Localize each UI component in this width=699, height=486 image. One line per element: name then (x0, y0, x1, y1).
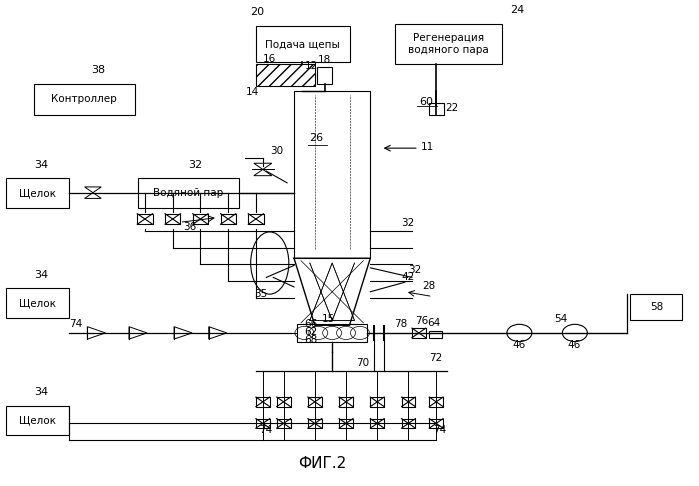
Polygon shape (209, 327, 226, 339)
Text: 46: 46 (512, 340, 526, 350)
Text: 12: 12 (305, 61, 317, 71)
FancyBboxPatch shape (317, 67, 332, 84)
FancyBboxPatch shape (6, 288, 69, 318)
FancyBboxPatch shape (6, 178, 69, 208)
Text: 68: 68 (305, 335, 317, 346)
Text: Щелок: Щелок (19, 416, 56, 426)
Text: 58: 58 (650, 302, 663, 312)
FancyBboxPatch shape (428, 103, 444, 115)
Text: 16: 16 (263, 54, 276, 65)
Text: Регенерация
водяного пара: Регенерация водяного пара (408, 33, 489, 55)
Text: 32: 32 (408, 264, 421, 275)
Text: 28: 28 (422, 281, 435, 292)
FancyBboxPatch shape (256, 64, 315, 86)
Text: 11: 11 (421, 142, 434, 152)
Text: 34: 34 (34, 270, 48, 280)
Text: 15: 15 (322, 314, 335, 324)
Text: 38: 38 (91, 65, 105, 75)
Text: Щелок: Щелок (19, 188, 56, 198)
FancyBboxPatch shape (256, 26, 350, 62)
Text: 74: 74 (433, 425, 446, 435)
Text: 54: 54 (554, 314, 568, 324)
Text: 76: 76 (415, 316, 428, 326)
FancyBboxPatch shape (394, 24, 502, 64)
Text: 74: 74 (69, 319, 82, 329)
Text: Подача щепы: Подача щепы (266, 39, 340, 49)
FancyBboxPatch shape (34, 84, 134, 115)
Text: 24: 24 (510, 5, 525, 15)
Text: Водяной пар: Водяной пар (153, 188, 224, 198)
Text: 20: 20 (250, 7, 265, 17)
FancyBboxPatch shape (630, 294, 682, 320)
Text: 62: 62 (305, 327, 317, 337)
Text: 22: 22 (445, 103, 459, 113)
Text: 70: 70 (356, 358, 370, 368)
FancyBboxPatch shape (429, 330, 442, 338)
Polygon shape (129, 327, 147, 339)
Text: 34: 34 (34, 160, 48, 170)
Text: 36: 36 (183, 222, 196, 231)
Text: 26: 26 (309, 133, 324, 143)
Text: 74: 74 (259, 425, 273, 435)
Text: 34: 34 (34, 387, 48, 397)
Text: 60: 60 (419, 97, 433, 107)
FancyBboxPatch shape (138, 178, 238, 208)
Text: ФИГ.2: ФИГ.2 (298, 456, 346, 471)
FancyBboxPatch shape (294, 91, 370, 258)
Text: 30: 30 (270, 145, 283, 156)
Polygon shape (87, 327, 106, 339)
Text: 32: 32 (188, 160, 202, 170)
Text: Контроллер: Контроллер (52, 94, 117, 104)
Text: 42: 42 (401, 272, 415, 282)
Polygon shape (174, 327, 192, 339)
Text: 35: 35 (254, 289, 267, 298)
Text: 18: 18 (317, 55, 331, 65)
Text: 64: 64 (427, 318, 440, 328)
FancyBboxPatch shape (6, 406, 69, 435)
Text: 46: 46 (568, 340, 581, 350)
FancyBboxPatch shape (298, 324, 367, 342)
Text: 72: 72 (429, 353, 442, 363)
Text: 66: 66 (305, 319, 317, 329)
Text: 14: 14 (245, 87, 259, 97)
Text: 78: 78 (394, 319, 408, 329)
Text: Щелок: Щелок (19, 298, 56, 308)
Text: 32: 32 (401, 218, 415, 228)
